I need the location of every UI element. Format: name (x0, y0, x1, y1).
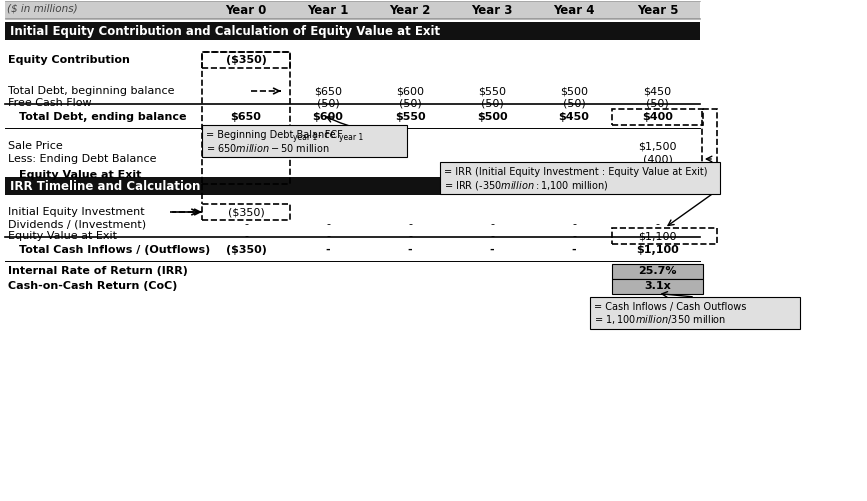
Text: Year 2: Year 2 (389, 4, 431, 17)
Text: Total Cash Inflows / (Outflows): Total Cash Inflows / (Outflows) (19, 245, 211, 255)
Text: $1,100: $1,100 (636, 170, 679, 180)
Text: Total Debt, beginning balance: Total Debt, beginning balance (8, 86, 174, 96)
Text: Dividends / (Investment): Dividends / (Investment) (8, 219, 147, 229)
Text: 3.1x: 3.1x (644, 281, 671, 291)
Text: 25.7%: 25.7% (638, 266, 677, 276)
Bar (612, 279, 703, 294)
Bar (202, 204, 290, 220)
Text: $500: $500 (560, 86, 588, 96)
Text: -: - (572, 231, 576, 241)
Text: Initial Equity Contribution and Calculation of Equity Value at Exit: Initial Equity Contribution and Calculat… (10, 25, 440, 38)
Bar (5, 1, 700, 19)
Text: (50): (50) (563, 98, 585, 108)
Bar (5, 177, 700, 195)
Text: Year 5: Year 5 (636, 4, 678, 17)
Text: $550: $550 (478, 86, 506, 96)
Text: (50): (50) (316, 98, 339, 108)
Text: $650: $650 (231, 112, 262, 122)
Text: (50): (50) (646, 98, 668, 108)
Text: = Cash Inflows / Cash Outflows: = Cash Inflows / Cash Outflows (594, 302, 746, 312)
Text: = IRR (-$350 million : $1,100 million): = IRR (-$350 million : $1,100 million) (444, 178, 609, 191)
Text: -: - (326, 219, 330, 229)
Text: Year 4: Year 4 (553, 4, 595, 17)
Text: ($350): ($350) (225, 245, 266, 255)
Text: Free Cash Flow: Free Cash Flow (8, 98, 92, 108)
Text: (50): (50) (399, 98, 421, 108)
Text: -: - (326, 231, 330, 241)
Text: Equity Value at Exit: Equity Value at Exit (19, 170, 141, 180)
Text: Initial Equity Investment: Initial Equity Investment (8, 207, 145, 217)
Text: Year 1: Year 1 (307, 4, 349, 17)
Text: = IRR (Initial Equity Investment : Equity Value at Exit): = IRR (Initial Equity Investment : Equit… (444, 167, 707, 177)
Text: ($350): ($350) (225, 55, 266, 65)
Text: $550: $550 (394, 112, 426, 122)
Text: $1,100: $1,100 (636, 245, 679, 255)
Text: -: - (571, 245, 577, 255)
Text: $600: $600 (396, 86, 424, 96)
Bar (202, 52, 290, 184)
Text: ($350): ($350) (228, 207, 264, 217)
Text: $400: $400 (642, 112, 673, 122)
Bar (612, 264, 703, 279)
Text: Year 0: Year 0 (225, 4, 267, 17)
Text: - FCF: - FCF (315, 130, 342, 140)
Bar (5, 22, 700, 40)
Text: $1,500: $1,500 (638, 141, 677, 151)
Text: -: - (490, 245, 494, 255)
Bar (702, 109, 717, 183)
Bar (202, 125, 407, 157)
Text: Internal Rate of Return (IRR): Internal Rate of Return (IRR) (8, 266, 188, 276)
Text: Total Debt, ending balance: Total Debt, ending balance (19, 112, 186, 122)
Text: -: - (655, 219, 660, 229)
Text: -: - (572, 219, 576, 229)
Text: = Beginning Debt Balance: = Beginning Debt Balance (206, 130, 336, 140)
Text: Cash-on-Cash Return (CoC): Cash-on-Cash Return (CoC) (8, 281, 178, 291)
Text: -: - (490, 219, 494, 229)
Text: (400): (400) (642, 154, 673, 164)
Text: $1,100: $1,100 (638, 231, 677, 241)
Bar (590, 297, 800, 329)
Text: $650: $650 (314, 86, 342, 96)
Text: ($ in millions): ($ in millions) (7, 3, 78, 13)
Text: -: - (326, 245, 330, 255)
Text: -: - (408, 231, 412, 241)
Text: year 1: year 1 (293, 132, 317, 141)
Bar (440, 162, 720, 194)
Text: Year 3: Year 3 (472, 4, 512, 17)
Text: Less: Ending Debt Balance: Less: Ending Debt Balance (8, 154, 157, 164)
Bar (612, 167, 717, 183)
Text: Sale Price: Sale Price (8, 141, 62, 151)
Bar (612, 109, 703, 125)
Text: -: - (490, 231, 494, 241)
Text: -: - (244, 219, 248, 229)
Text: $500: $500 (477, 112, 507, 122)
Bar (202, 52, 290, 68)
Text: Equity Contribution: Equity Contribution (8, 55, 130, 65)
Bar (612, 228, 717, 244)
Text: Equity Value at Exit: Equity Value at Exit (8, 231, 117, 241)
Text: = $650 million - $50 million: = $650 million - $50 million (206, 142, 329, 154)
Text: -: - (407, 245, 413, 255)
Text: (50): (50) (480, 98, 504, 108)
Text: $450: $450 (643, 86, 672, 96)
Text: $600: $600 (313, 112, 343, 122)
Text: -: - (408, 219, 412, 229)
Text: -: - (244, 231, 248, 241)
Text: IRR Timeline and Calculation: IRR Timeline and Calculation (10, 179, 200, 192)
Text: = $1,100 million / $350 million: = $1,100 million / $350 million (594, 314, 727, 327)
Text: year 1: year 1 (339, 132, 363, 141)
Text: $450: $450 (558, 112, 590, 122)
